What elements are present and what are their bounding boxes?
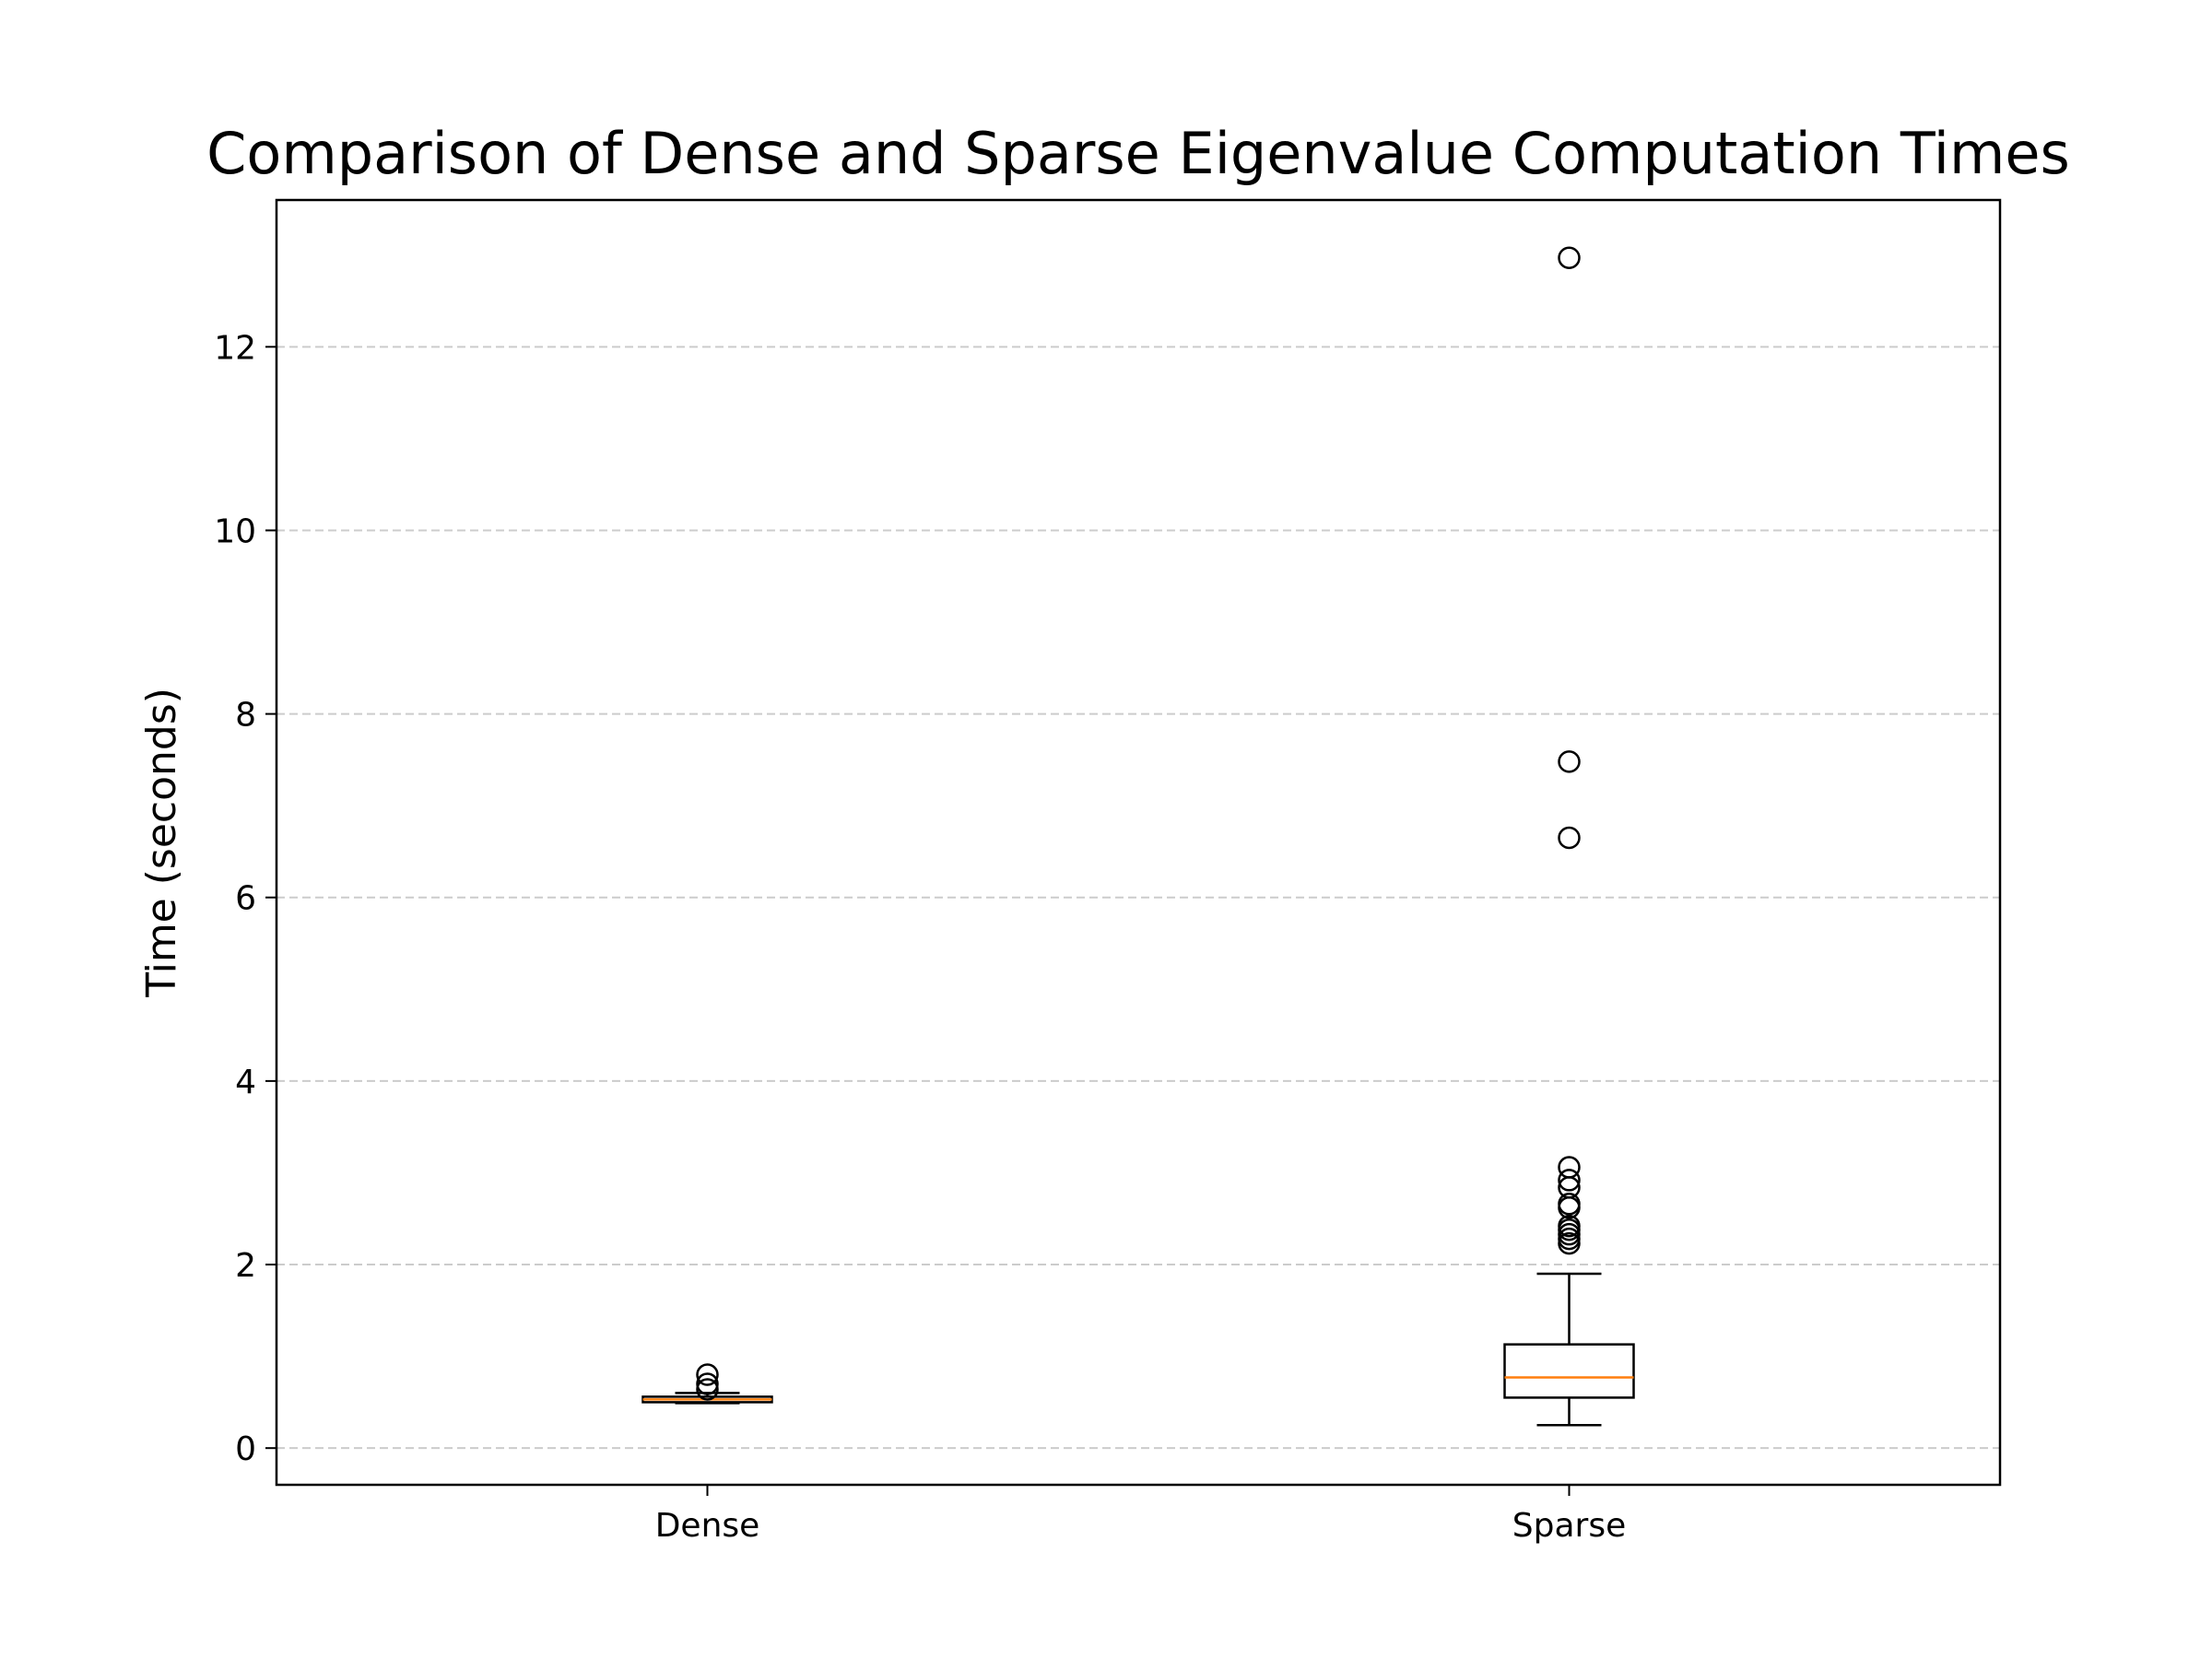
gridlines: [276, 346, 2000, 1450]
outlier-point: [1558, 1214, 1581, 1238]
plot-frame: [275, 198, 2002, 1487]
x-tick-label: Dense: [655, 1507, 760, 1545]
y-tick-label: 12: [214, 329, 256, 367]
outlier-point: [1558, 826, 1581, 850]
outlier-point: [1558, 1156, 1581, 1179]
x-tick-label: Sparse: [1512, 1507, 1626, 1545]
iqr-box: [1503, 1343, 1635, 1399]
box-dense: [641, 1363, 773, 1405]
outlier-point: [1558, 1193, 1581, 1216]
y-tick-label: 8: [235, 697, 256, 735]
outlier-point: [696, 1363, 719, 1386]
outlier-point: [1558, 750, 1581, 773]
outlier-point: [696, 1378, 719, 1401]
y-tick-label: 2: [235, 1247, 256, 1285]
axis-ticks: 0 2 4 6 8 10 12 Dense Sparse: [214, 329, 1626, 1545]
chart-title: Comparison of Dense and Sparse Eigenvalu…: [206, 120, 2070, 187]
outlier-point: [1558, 1169, 1581, 1192]
y-tick-label: 6: [235, 880, 256, 918]
y-tick-label: 10: [214, 512, 256, 550]
y-tick-label: 4: [235, 1064, 256, 1101]
outlier-point: [696, 1372, 719, 1395]
boxes: [641, 246, 1635, 1427]
outlier-point: [1558, 246, 1581, 269]
box-sparse: [1503, 246, 1635, 1427]
y-axis-title: Time (seconds): [138, 688, 185, 998]
y-tick-label: 0: [235, 1430, 256, 1468]
